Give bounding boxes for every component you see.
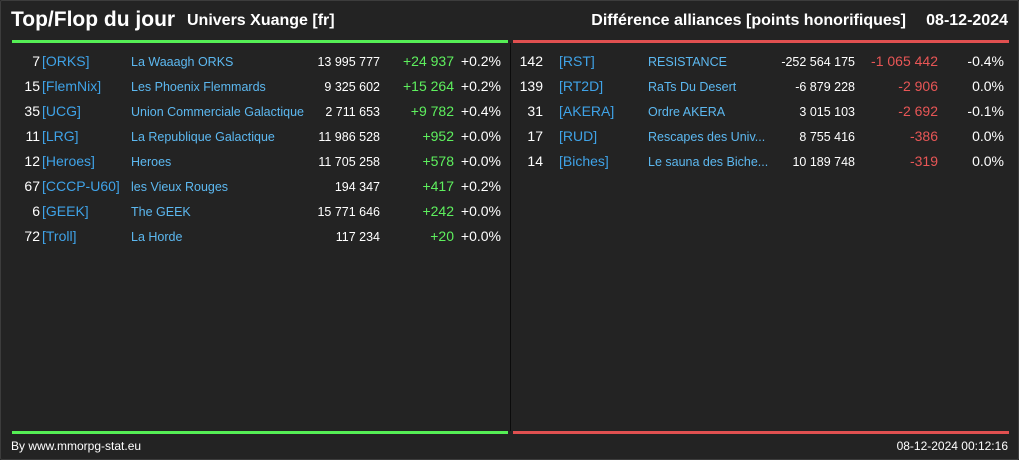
percent: +0.2% — [460, 178, 501, 194]
points: 194 347 — [334, 180, 380, 194]
flop-panel: 142 [RST] RESISTANCE -252 564 175 -1 065… — [513, 49, 1009, 174]
rank: 139 — [519, 78, 543, 94]
points: 3 015 103 — [799, 105, 855, 119]
header-date: 08-12-2024 — [926, 12, 1008, 29]
top-row: 72 [Troll] La Horde 117 234 +20 +0.0% — [12, 224, 508, 249]
rank: 142 — [519, 53, 543, 69]
percent: +0.4% — [460, 103, 501, 119]
flop-footer-bar — [513, 431, 1009, 434]
alliance-tag-link[interactable]: [RT2D] — [559, 78, 604, 94]
rank: 31 — [527, 103, 543, 119]
percent: 0.0% — [972, 128, 1004, 144]
percent: +0.0% — [460, 153, 501, 169]
points: 11 986 528 — [318, 130, 380, 144]
alliance-tag-link[interactable]: [AKERA] — [559, 103, 615, 119]
percent: +0.0% — [460, 128, 501, 144]
rank: 12 — [24, 153, 40, 169]
top-footer-bar — [12, 431, 508, 434]
top-row: 12 [Heroes] Heroes 11 705 258 +578 +0.0% — [12, 149, 508, 174]
diff: +952 — [422, 128, 454, 144]
diff: +20 — [430, 228, 454, 244]
top-row: 15 [FlemNix] Les Phoenix Flemmards 9 325… — [12, 74, 508, 99]
rank: 17 — [527, 128, 543, 144]
alliance-tag-link[interactable]: [Heroes] — [42, 153, 95, 169]
alliance-tag-link[interactable]: [FlemNix] — [42, 78, 102, 94]
header: Top/Flop du jour Univers Xuange [fr] Dif… — [1, 1, 1018, 41]
alliance-tag-link[interactable]: [LRG] — [42, 128, 79, 144]
flop-row: 17 [RUD] Rescapes des Univ... 8 755 416 … — [513, 124, 1009, 149]
diff: -319 — [909, 153, 938, 169]
diff: -2 692 — [898, 103, 938, 119]
percent: +0.2% — [460, 53, 501, 69]
top-panel: 7 [ORKS] La Waaagh ORKS 13 995 777 +24 9… — [12, 49, 508, 249]
points: 2 711 653 — [325, 105, 380, 119]
flop-row: 139 [RT2D] RaTs Du Desert -6 879 228 -2 … — [513, 74, 1009, 99]
alliance-name-link[interactable]: Ordre AKERA — [648, 105, 726, 119]
alliance-name-link[interactable]: RESISTANCE — [648, 55, 727, 69]
diff: -2 906 — [898, 78, 938, 94]
top-row: 6 [GEEK] The GEEK 15 771 646 +242 +0.0% — [12, 199, 508, 224]
top-row: 7 [ORKS] La Waaagh ORKS 13 995 777 +24 9… — [12, 49, 508, 74]
diff: +417 — [422, 178, 454, 194]
diff: +242 — [422, 203, 454, 219]
diff: +24 937 — [403, 53, 454, 69]
rank: 11 — [25, 128, 40, 144]
alliance-tag-link[interactable]: [CCCP-U60] — [42, 178, 120, 194]
flop-row: 31 [AKERA] Ordre AKERA 3 015 103 -2 692 … — [513, 99, 1009, 124]
alliance-tag-link[interactable]: [ORKS] — [42, 53, 90, 69]
diff-title: Différence alliances [points honorifique… — [591, 12, 906, 29]
points: 11 705 258 — [318, 155, 380, 169]
percent: +0.0% — [460, 203, 501, 219]
rank: 7 — [32, 53, 40, 69]
alliance-tag-link[interactable]: [RST] — [559, 53, 595, 69]
diff: -1 065 442 — [871, 53, 938, 69]
percent: +0.2% — [460, 78, 501, 94]
percent: +0.0% — [460, 228, 501, 244]
points: 9 325 602 — [324, 80, 380, 94]
points: 8 755 416 — [799, 130, 855, 144]
top-row: 67 [CCCP-U60] les Vieux Rouges 194 347 +… — [12, 174, 508, 199]
rank: 35 — [24, 103, 40, 119]
diff: +15 264 — [403, 78, 454, 94]
diff: -386 — [909, 128, 938, 144]
universe-label: Univers Xuange [fr] — [187, 12, 335, 29]
alliance-name-link[interactable]: Rescapes des Univ... — [648, 130, 766, 144]
points: 10 189 748 — [792, 155, 855, 169]
points: -6 879 228 — [795, 80, 855, 94]
points: 13 995 777 — [317, 55, 380, 69]
page-title: Top/Flop du jour — [11, 8, 176, 31]
percent: -0.1% — [967, 103, 1004, 119]
rank: 14 — [527, 153, 543, 169]
rank: 15 — [24, 78, 40, 94]
alliance-name-link[interactable]: RaTs Du Desert — [648, 80, 737, 94]
diff: +578 — [422, 153, 454, 169]
alliance-tag-link[interactable]: [Biches] — [559, 153, 609, 169]
alliance-tag-link[interactable]: [UCG] — [42, 103, 81, 119]
percent: 0.0% — [972, 78, 1004, 94]
points: 15 771 646 — [317, 205, 380, 219]
alliance-tag-link[interactable]: [Troll] — [42, 228, 77, 244]
top-row: 35 [UCG] Union Commerciale Galactique 2 … — [12, 99, 508, 124]
flop-accent-bar — [513, 40, 1009, 43]
percent: -0.4% — [967, 53, 1004, 69]
rank: 72 — [24, 228, 40, 244]
alliance-name-link[interactable]: Le sauna des Biche... — [648, 155, 769, 169]
top-row: 11 [LRG] La Republique Galactique 11 986… — [12, 124, 508, 149]
panel-divider — [510, 43, 511, 431]
rank: 67 — [24, 178, 40, 194]
points: -252 564 175 — [781, 55, 855, 69]
top-accent-bar — [12, 40, 508, 43]
flop-row: 14 [Biches] Le sauna des Biche... 10 189… — [513, 149, 1009, 174]
flop-row: 142 [RST] RESISTANCE -252 564 175 -1 065… — [513, 49, 1009, 74]
footer-timestamp: 08-12-2024 00:12:16 — [896, 439, 1008, 453]
rank: 6 — [32, 203, 40, 219]
alliance-tag-link[interactable]: [RUD] — [559, 128, 598, 144]
alliance-tag-link[interactable]: [GEEK] — [42, 203, 89, 219]
points: 117 234 — [335, 230, 380, 244]
percent: 0.0% — [972, 153, 1004, 169]
diff: +9 782 — [410, 103, 454, 119]
credit-link[interactable]: By www.mmorpg-stat.eu — [11, 439, 142, 453]
